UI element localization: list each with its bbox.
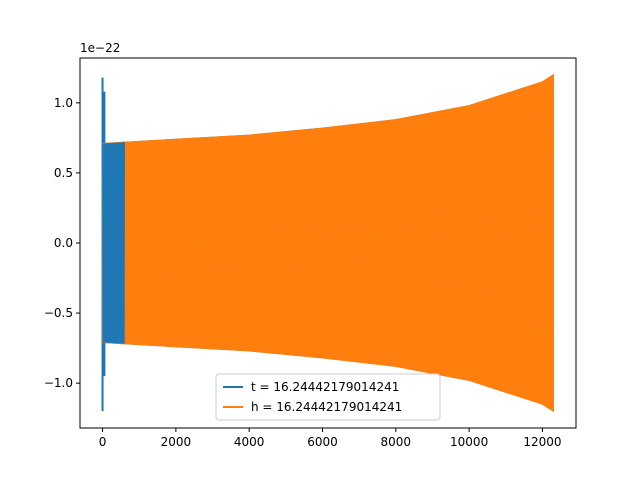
series-line-1: [102, 74, 554, 411]
legend: t = 16.24442179014241 h = 16.24442179014…: [215, 373, 441, 421]
y-tick-label: −0.5: [44, 306, 73, 320]
x-tick-label: 8000: [381, 435, 412, 449]
series-layer: [101, 73, 554, 413]
x-tick-label: 4000: [234, 435, 265, 449]
y-tick-label: 0.0: [54, 236, 73, 250]
legend-label-h: h = 16.24442179014241: [251, 400, 402, 414]
y-tick-label: −1.0: [44, 376, 73, 390]
y-tick-label: 1.0: [54, 96, 73, 110]
x-tick-label: 12000: [523, 435, 561, 449]
series-0-early-oscillation: [102, 142, 125, 344]
x-tick-label: 6000: [307, 435, 338, 449]
x-axis: 0 2000 4000 6000 8000 10000 12000: [99, 428, 562, 449]
legend-label-t: t = 16.24442179014241: [251, 380, 399, 394]
y-axis: −1.0 −0.5 0.0 0.5 1.0: [44, 96, 80, 390]
x-tick-label: 2000: [161, 435, 192, 449]
series-1: [102, 73, 554, 413]
legend-box: [215, 373, 441, 421]
x-tick-label: 10000: [450, 435, 488, 449]
x-tick-label: 0: [99, 435, 107, 449]
y-tick-label: 0.5: [54, 166, 73, 180]
y-multiplier-label: 1e−22: [80, 41, 120, 55]
